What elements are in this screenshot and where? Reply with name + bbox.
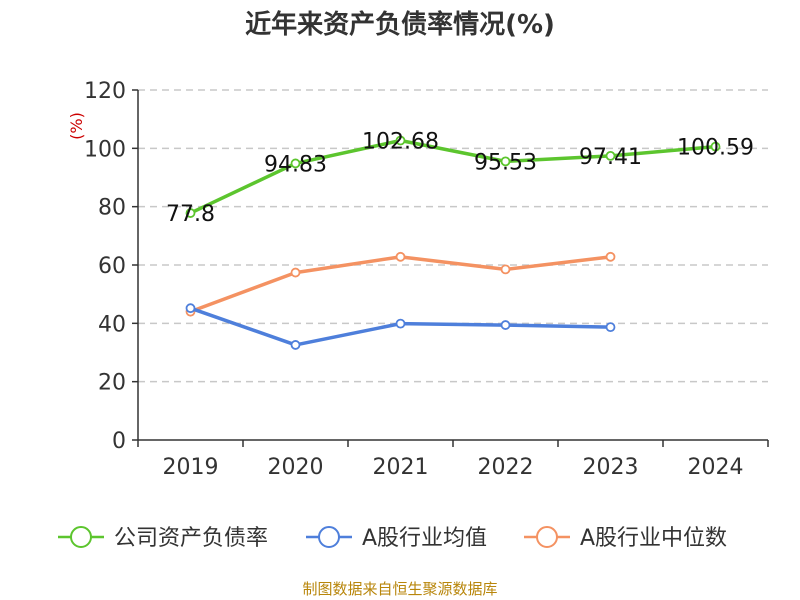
- data-label: 100.59: [677, 136, 754, 161]
- y-tick-label: 40: [98, 312, 126, 337]
- legend-label: A股行业中位数: [580, 526, 727, 551]
- x-tick-label: 2024: [688, 455, 744, 480]
- legend-marker: [70, 526, 92, 548]
- legend-item: 公司资产负债率: [58, 526, 268, 551]
- x-tick-label: 2022: [478, 455, 534, 480]
- y-axis-unit-label: (%): [67, 112, 86, 140]
- grid-layer: [138, 89, 768, 383]
- legend-item: A股行业中位数: [524, 526, 727, 551]
- x-tick-label: 2021: [373, 455, 429, 480]
- data-point: [605, 322, 616, 333]
- data-label: 77.8: [166, 202, 215, 227]
- data-point: [500, 156, 511, 167]
- series-line: [189, 255, 611, 314]
- x-tick-label: 2020: [268, 455, 324, 480]
- legend-item: A股行业均值: [306, 526, 487, 551]
- legend-label: 公司资产负债率: [114, 526, 268, 551]
- data-point: [290, 340, 301, 350]
- legend-marker: [536, 526, 558, 548]
- data-point: [185, 303, 196, 314]
- data-point: [500, 264, 511, 275]
- data-point: [185, 208, 196, 218]
- y-tick-label: 20: [98, 371, 126, 396]
- data-point: [710, 141, 721, 152]
- y-tick-label: 120: [84, 79, 126, 104]
- axis-layer: 0 20 40 60 80 100 120 2019 2020 2021 2022 2023 2024 (…: [67, 79, 769, 480]
- data-point: [395, 135, 406, 146]
- y-tick-label: 100: [84, 137, 126, 162]
- data-label: 95.53: [474, 150, 537, 175]
- x-tick-label: 2019: [163, 455, 219, 480]
- y-tick-label: 80: [98, 196, 126, 221]
- data-point: [605, 251, 616, 262]
- legend: 公司资产负债率 A股行业均值 A股行业中位数: [58, 526, 727, 551]
- data-label: 97.41: [579, 145, 642, 170]
- data-label-layer: 77.8 94.83 102.68 95.53 97.41 100.59: [166, 130, 754, 228]
- y-tick-label: 0: [112, 429, 126, 454]
- source-footer: 制图数据来自恒生聚源数据库: [302, 580, 498, 598]
- legend-marker: [318, 526, 340, 548]
- data-point: [605, 150, 616, 161]
- data-label: 94.83: [264, 152, 327, 177]
- data-label: 102.68: [362, 130, 439, 155]
- x-tick-label: 2023: [583, 455, 639, 480]
- data-point: [395, 251, 406, 262]
- series-layer: [185, 135, 721, 350]
- series-line: [189, 138, 716, 215]
- data-point: [500, 320, 511, 330]
- chart-title: 近年来资产负债率情况(%): [245, 10, 555, 40]
- data-point: [395, 318, 406, 329]
- y-tick-label: 60: [98, 254, 126, 279]
- data-point: [290, 267, 301, 278]
- legend-label: A股行业均值: [362, 526, 487, 551]
- data-point: [290, 158, 301, 169]
